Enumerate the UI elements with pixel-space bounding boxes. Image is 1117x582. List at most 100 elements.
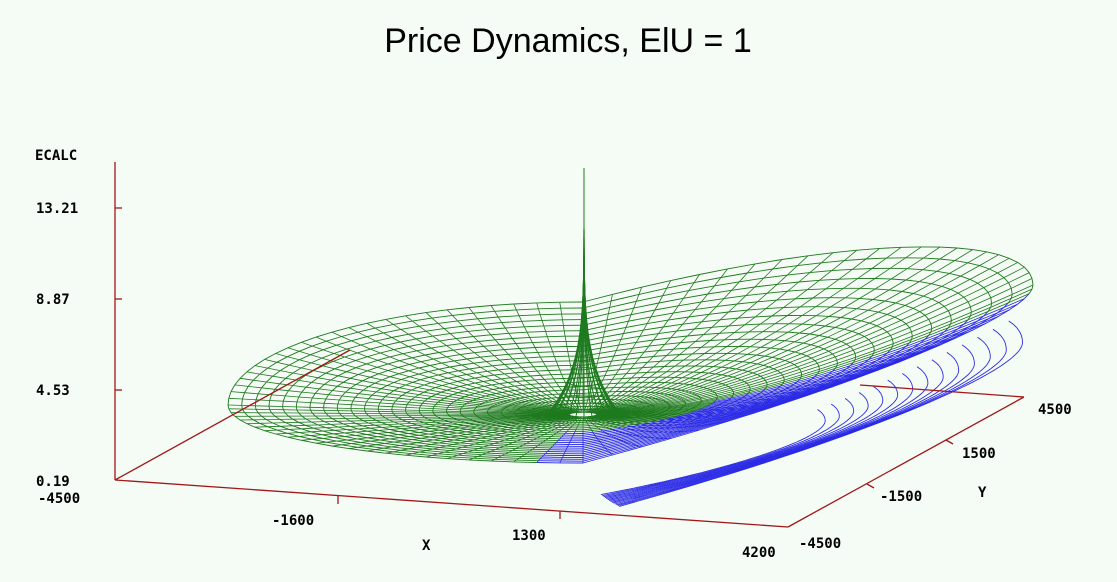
surface-upper-spoke-segment — [510, 377, 517, 382]
surface-lower-lip-segment — [708, 474, 726, 481]
surface-lower-lip-segment — [840, 422, 845, 426]
surface-upper-ring-segment — [525, 432, 535, 435]
surface-upper-ring-segment — [425, 328, 445, 332]
surface-upper-ring-segment — [448, 394, 454, 397]
surface-upper-spoke-segment — [491, 379, 500, 385]
surface-lower-lip-segment — [988, 359, 991, 363]
surface-upper-spoke-segment — [552, 394, 557, 399]
surface-lower-spoke-segment — [815, 384, 830, 389]
surface-lower-lip-segment — [891, 406, 897, 410]
surface-upper-ring-segment — [659, 360, 673, 362]
surface-upper-spoke-segment — [559, 302, 562, 309]
surface-upper-spoke-segment — [333, 432, 345, 435]
surface-upper-ring-segment — [452, 392, 459, 395]
surface-lower-spoke-segment — [775, 395, 790, 400]
surface-upper-ring-segment — [400, 449, 420, 453]
surface-lower-spoke-segment — [900, 343, 920, 351]
surface-lower-spoke-segment — [907, 350, 924, 358]
surface-lower-lip-segment — [914, 398, 921, 403]
surface-upper-spoke-segment — [439, 428, 450, 431]
surface-upper-ring-segment — [462, 341, 479, 344]
surface-upper-ring-segment — [494, 458, 517, 461]
surface-upper-spoke-segment — [547, 336, 550, 342]
surface-lower-lip-segment — [655, 486, 671, 491]
surface-upper-ring-segment — [400, 325, 420, 330]
surface-lower-lip-segment — [889, 411, 899, 417]
surface-lower-lip-segment — [744, 457, 753, 461]
surface-lower-lip-segment — [809, 435, 815, 440]
surface-lower-spoke-segment — [639, 435, 644, 438]
surface-upper-ring-segment — [771, 315, 788, 317]
surface-upper-spoke-segment — [534, 419, 545, 422]
surface-upper-spoke-segment — [540, 395, 547, 399]
surface-upper-spoke-segment — [424, 425, 436, 428]
surface-upper-spoke-segment — [472, 419, 486, 421]
surface-upper-ring-segment — [602, 424, 610, 427]
surface-upper-ring-segment — [816, 315, 830, 317]
surface-upper-ring-segment — [338, 412, 343, 417]
surface-upper-spoke-segment — [568, 356, 570, 361]
surface-lower-ring-segment — [582, 450, 609, 458]
surface-upper-spoke-segment — [588, 425, 591, 428]
surface-upper-ring-segment — [447, 307, 469, 311]
surface-upper-spoke-segment — [452, 454, 458, 458]
surface-upper-spoke-segment — [605, 423, 610, 426]
surface-upper-spoke-segment — [358, 427, 371, 430]
surface-upper-ring-segment — [699, 268, 728, 275]
surface-lower-spoke-segment — [777, 400, 788, 404]
surface-upper-ring-segment — [879, 246, 902, 249]
surface-upper-ring-segment — [491, 383, 500, 386]
surface-lower-lip-segment — [890, 381, 894, 386]
surface-lower-lip-segment — [827, 429, 833, 433]
surface-upper-ring-segment — [545, 365, 559, 367]
surface-lower-spoke-segment — [894, 347, 914, 355]
surface-upper-ring-segment — [516, 308, 539, 311]
surface-upper-spoke-segment — [967, 311, 989, 321]
surface-upper-spoke-segment — [433, 358, 442, 364]
surface-upper-spoke-segment — [542, 361, 547, 367]
surface-upper-ring-segment — [374, 424, 383, 428]
surface-upper-ring-segment — [346, 439, 361, 443]
surface-upper-spoke-segment — [409, 434, 419, 437]
surface-upper-spoke-segment — [476, 433, 485, 436]
surface-lower-lip-segment — [865, 398, 868, 402]
surface-upper-spoke-segment — [575, 416, 580, 419]
surface-upper-spoke-segment — [1012, 284, 1034, 295]
surface-lower-lip-segment — [791, 441, 797, 445]
surface-lower-lip-segment — [821, 412, 824, 416]
surface-upper-spoke-segment — [346, 438, 358, 441]
surface-lower-ring-segment — [673, 425, 696, 433]
surface-upper-ring-segment — [296, 409, 300, 414]
surface-upper-spoke-segment — [615, 423, 622, 426]
surface-upper-ring-segment — [408, 433, 419, 436]
surface-upper-ring-segment — [384, 393, 390, 398]
surface-upper-ring-segment — [274, 415, 280, 420]
surface-upper-ring-segment — [385, 315, 406, 320]
surface-lower-lip-segment — [809, 433, 814, 436]
surface-lower-ring-segment — [622, 429, 636, 434]
surface-upper-spoke-segment — [545, 365, 549, 371]
surface-upper-spoke-segment — [562, 407, 570, 411]
surface-upper-spoke-segment — [366, 363, 378, 368]
surface-lower-lip-segment — [938, 392, 949, 398]
surface-upper-ring-segment — [658, 297, 684, 304]
surface-upper-ring-segment — [811, 357, 816, 361]
surface-lower-lip-segment — [876, 416, 886, 421]
surface-lower-lip-segment — [688, 477, 705, 483]
surface-upper-spoke-segment — [608, 361, 612, 367]
surface-upper-spoke-segment — [336, 344, 348, 350]
surface-lower-lip-segment — [909, 393, 912, 397]
surface-lower-lip-segment — [881, 395, 884, 399]
surface-upper-ring-segment — [462, 453, 483, 456]
surface-upper-ring-segment — [287, 432, 300, 437]
surface-lower-ring-segment — [592, 430, 603, 433]
surface-upper-ring-segment — [421, 400, 426, 404]
surface-upper-ring-segment — [963, 296, 969, 303]
surface-upper-ring-segment — [648, 343, 665, 347]
surface-upper-ring-segment — [844, 307, 857, 310]
surface-upper-ring-segment — [378, 402, 381, 407]
surface-lower-lip-segment — [968, 350, 972, 355]
surface-upper-ring-segment — [465, 431, 475, 434]
surface-upper-spoke-segment — [610, 421, 617, 423]
surface-upper-spoke-segment — [276, 429, 290, 431]
